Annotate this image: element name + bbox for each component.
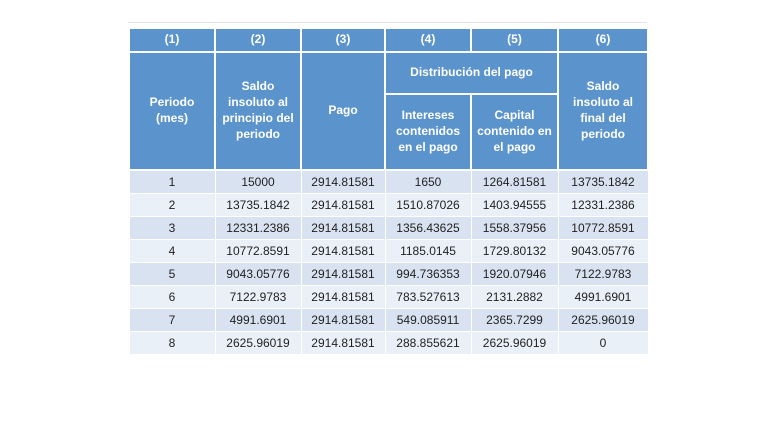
table-cell: 1510.87026 xyxy=(384,193,472,217)
table-cell: 7 xyxy=(128,308,216,332)
table-cell: 2625.96019 xyxy=(470,331,559,355)
table-cell: 7122.9783 xyxy=(214,285,302,309)
table-cell: 2914.81581 xyxy=(300,216,386,240)
table-cell: 1 xyxy=(128,169,216,194)
table-cell: 2365.7299 xyxy=(470,308,559,332)
table-cell: 1920.07946 xyxy=(470,262,559,286)
table-cell: 288.855621 xyxy=(384,331,472,355)
table-cell: 2914.81581 xyxy=(300,308,386,332)
header-distribucion: Distribución del pago xyxy=(384,51,559,95)
table-row: 4 10772.8591 2914.81581 1185.0145 1729.8… xyxy=(128,239,649,263)
table-cell: 2914.81581 xyxy=(300,239,386,263)
table-row: 3 12331.2386 2914.81581 1356.43625 1558.… xyxy=(128,216,649,240)
column-number-row: (1) (2) (3) (4) (5) (6) xyxy=(128,27,649,53)
table-cell: 9043.05776 xyxy=(214,262,302,286)
table-cell: 6 xyxy=(128,285,216,309)
table-row: 5 9043.05776 2914.81581 994.736353 1920.… xyxy=(128,262,649,286)
column-number-4: (4) xyxy=(384,27,472,53)
table-row: 6 7122.9783 2914.81581 783.527613 2131.2… xyxy=(128,285,649,309)
table-cell: 2 xyxy=(128,193,216,217)
amortization-table: (1) (2) (3) (4) (5) (6) Periodo (mes) Sa… xyxy=(128,27,649,355)
table-cell: 1403.94555 xyxy=(470,193,559,217)
table-cell: 2914.81581 xyxy=(300,262,386,286)
column-number-3: (3) xyxy=(300,27,386,53)
table-cell: 13735.1842 xyxy=(557,169,649,194)
column-number-6: (6) xyxy=(557,27,649,53)
table-cell: 1264.81581 xyxy=(470,169,559,194)
table-cell: 2914.81581 xyxy=(300,331,386,355)
table-cell: 13735.1842 xyxy=(214,193,302,217)
table-cell: 15000 xyxy=(214,169,302,194)
table-cell: 2914.81581 xyxy=(300,285,386,309)
table-cell: 2131.2882 xyxy=(470,285,559,309)
table-cell: 10772.8591 xyxy=(557,216,649,240)
column-number-2: (2) xyxy=(214,27,302,53)
header-periodo: Periodo (mes) xyxy=(128,51,216,171)
table-cell: 5 xyxy=(128,262,216,286)
table-cell: 3 xyxy=(128,216,216,240)
table-row: 2 13735.1842 2914.81581 1510.87026 1403.… xyxy=(128,193,649,217)
header-intereses: Intereses contenidos en el pago xyxy=(384,93,472,171)
header-saldo-inicial: Saldo insoluto al principio del periodo xyxy=(214,51,302,171)
table-row: 7 4991.6901 2914.81581 549.085911 2365.7… xyxy=(128,308,649,332)
table-cell: 12331.2386 xyxy=(557,193,649,217)
table-cell: 4991.6901 xyxy=(214,308,302,332)
table-body: 1 15000 2914.81581 1650 1264.81581 13735… xyxy=(128,169,649,355)
table-cell: 994.736353 xyxy=(384,262,472,286)
table-cell: 4 xyxy=(128,239,216,263)
table-cell: 10772.8591 xyxy=(214,239,302,263)
column-number-5: (5) xyxy=(470,27,559,53)
table-cell: 1558.37956 xyxy=(470,216,559,240)
table-cell: 7122.9783 xyxy=(557,262,649,286)
table-cell: 12331.2386 xyxy=(214,216,302,240)
table-cell: 2914.81581 xyxy=(300,169,386,194)
header-saldo-final: Saldo insoluto al final del periodo xyxy=(557,51,649,171)
header-pago: Pago xyxy=(300,51,386,171)
sub-header-row: Intereses contenidos en el pago Capital … xyxy=(129,93,648,171)
table-cell: 783.527613 xyxy=(384,285,472,309)
main-header-row: Periodo (mes) Saldo insoluto al principi… xyxy=(128,51,649,171)
table-cell: 1356.43625 xyxy=(384,216,472,240)
table-cell: 9043.05776 xyxy=(557,239,649,263)
table-cell: 2625.96019 xyxy=(214,331,302,355)
table-cell: 1650 xyxy=(384,169,472,194)
table-cell: 8 xyxy=(128,331,216,355)
table-row: 8 2625.96019 2914.81581 288.855621 2625.… xyxy=(128,331,649,355)
table-cell: 4991.6901 xyxy=(557,285,649,309)
table-header: (1) (2) (3) (4) (5) (6) Periodo (mes) Sa… xyxy=(128,27,649,171)
table-cell: 1185.0145 xyxy=(384,239,472,263)
header-capital: Capital contenido en el pago xyxy=(470,93,559,171)
table-cell: 2914.81581 xyxy=(300,193,386,217)
column-number-1: (1) xyxy=(128,27,216,53)
table-top-border xyxy=(128,22,647,23)
table-cell: 2625.96019 xyxy=(557,308,649,332)
table-cell: 549.085911 xyxy=(384,308,472,332)
table-row: 1 15000 2914.81581 1650 1264.81581 13735… xyxy=(128,169,649,194)
table-cell: 0 xyxy=(557,331,649,355)
table-cell: 1729.80132 xyxy=(470,239,559,263)
